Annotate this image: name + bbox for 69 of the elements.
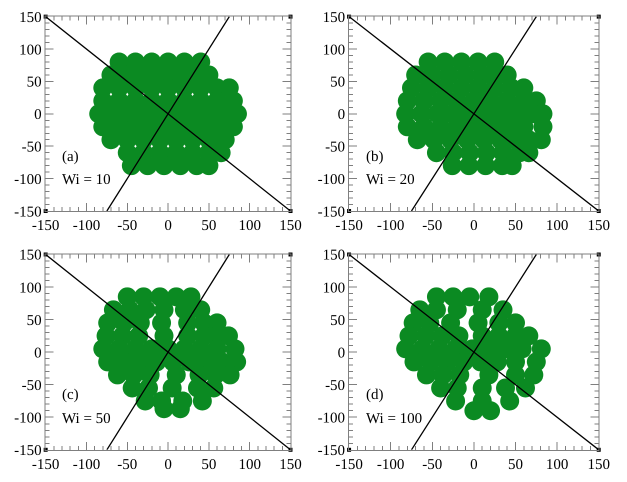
x-tick-label: 150	[279, 218, 302, 234]
y-tick-label: 50	[26, 312, 42, 329]
point	[464, 401, 484, 420]
x-tick-label: -50	[117, 218, 138, 234]
x-tick-label: 50	[508, 218, 524, 234]
point	[460, 287, 480, 306]
x-tick-label: 150	[587, 218, 610, 234]
x-tick-label: 150	[587, 456, 610, 473]
y-tick-label: -150	[14, 443, 42, 460]
point	[404, 352, 424, 372]
x-tick-label: 100	[546, 218, 568, 234]
point	[524, 365, 544, 384]
x-tick-label: -100	[72, 456, 100, 473]
annotation: (b)	[366, 149, 384, 165]
y-tick-label: 0	[338, 345, 346, 362]
annotation: Wi = 10	[62, 172, 111, 188]
x-tick-label: -100	[72, 218, 100, 234]
point	[500, 391, 520, 410]
y-tick-label: -100	[14, 410, 42, 426]
x-tick-label: -100	[376, 218, 404, 234]
x-tick-label: 0	[164, 456, 172, 473]
y-tick-label: 150	[19, 248, 42, 264]
annotation: Wi = 50	[62, 411, 111, 427]
point	[516, 378, 535, 398]
y-tick-label: 0	[34, 107, 42, 124]
y-tick-label: 50	[26, 74, 42, 91]
y-tick-label: 0	[34, 345, 42, 362]
y-tick-label: 100	[19, 42, 42, 58]
y-tick-label: -150	[318, 443, 346, 460]
x-tick-label: 50	[201, 218, 216, 234]
x-tick-label: -100	[376, 456, 404, 473]
point	[416, 365, 436, 384]
y-tick-label: 150	[19, 10, 42, 26]
x-tick-label: -50	[117, 456, 138, 473]
y-tick-label: 100	[19, 280, 42, 296]
y-tick-label: -50	[325, 139, 346, 156]
annotation: (a)	[62, 149, 79, 165]
annotation: (d)	[366, 387, 384, 403]
y-tick-label: -100	[318, 410, 346, 426]
y-tick-label: 50	[330, 312, 346, 329]
annotation: Wi = 100	[366, 411, 422, 427]
x-tick-label: 50	[201, 456, 216, 473]
x-tick-label: -50	[422, 218, 442, 234]
x-tick-label: 100	[238, 218, 261, 234]
x-tick-label: 100	[546, 456, 568, 473]
x-tick-label: -50	[422, 456, 442, 473]
y-tick-label: 100	[322, 280, 346, 296]
x-tick-label: 0	[470, 218, 478, 234]
y-tick-label: 100	[322, 42, 346, 58]
x-tick-label: 0	[470, 456, 478, 473]
y-tick-label: 150	[322, 10, 346, 26]
point	[481, 401, 500, 420]
annotation: (c)	[62, 387, 79, 403]
x-tick-label: 50	[508, 456, 524, 473]
y-tick-label: 50	[330, 74, 346, 91]
y-tick-label: -50	[325, 378, 346, 394]
y-tick-label: -50	[22, 378, 42, 394]
y-tick-label: -100	[318, 172, 346, 188]
y-tick-label: -150	[318, 204, 346, 220]
y-tick-label: -100	[14, 172, 42, 188]
y-tick-label: 0	[338, 107, 346, 124]
y-tick-label: -50	[22, 139, 42, 156]
x-tick-label: 150	[279, 456, 302, 473]
point	[431, 378, 450, 398]
x-tick-label: 100	[238, 456, 261, 473]
y-tick-label: 150	[322, 248, 346, 264]
x-tick-label: 0	[164, 218, 172, 234]
annotation: Wi = 20	[366, 172, 415, 188]
y-tick-label: -150	[14, 204, 42, 220]
